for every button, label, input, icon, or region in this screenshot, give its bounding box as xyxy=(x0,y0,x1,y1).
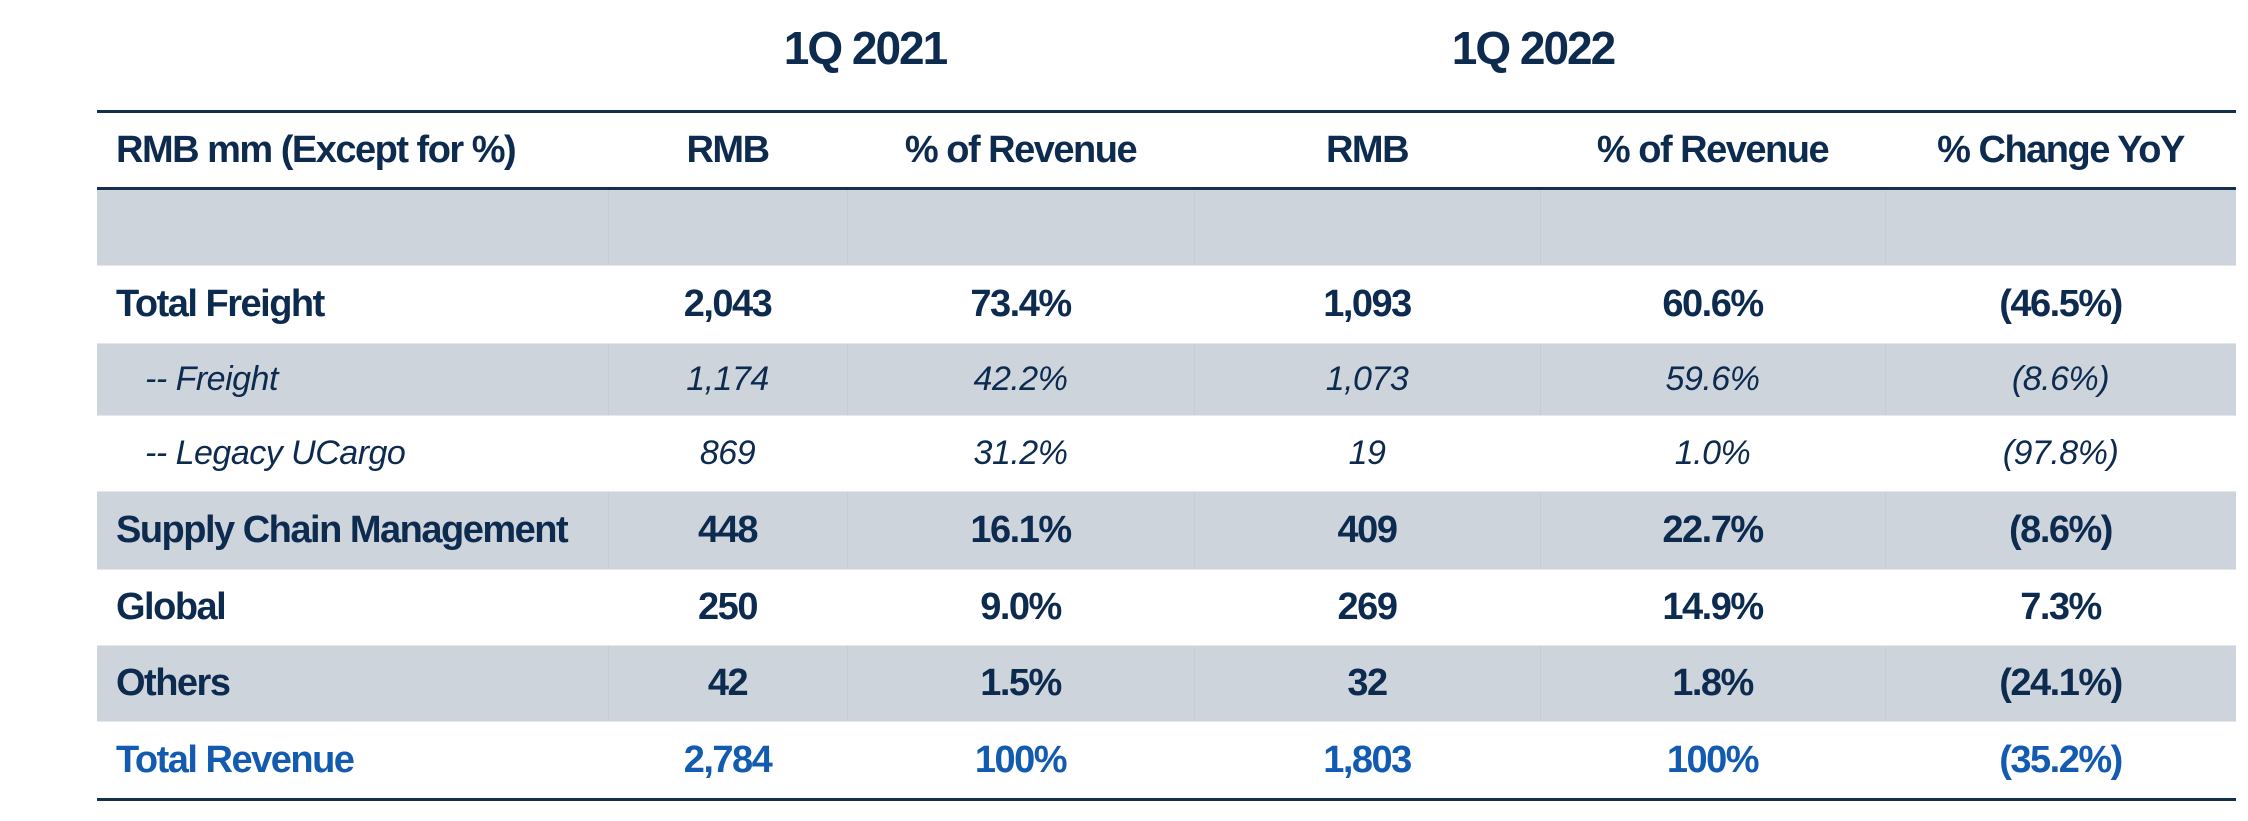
pct-revenue-2021: 31.2% xyxy=(973,434,1068,472)
bottom-rule xyxy=(97,798,2236,801)
spacer-cell xyxy=(608,190,847,265)
row-label: -- Legacy UCargo xyxy=(145,434,406,472)
pct-change-yoy: (35.2%) xyxy=(1999,738,2123,781)
top-rule xyxy=(97,110,2236,113)
row-label: Total Revenue xyxy=(116,738,355,781)
header-pct-revenue-2021: % of Revenue xyxy=(904,128,1138,171)
spacer-cell xyxy=(1194,190,1540,265)
pct-revenue-2021: 9.0% xyxy=(980,586,1062,628)
table-row-total-freight: Total Freight 2,043 73.4% 1,093 60.6% (4… xyxy=(97,266,2236,344)
table-row-global: Global 250 9.0% 269 14.9% 7.3% xyxy=(97,570,2236,646)
pct-revenue-2021: 1.5% xyxy=(847,646,1194,721)
pct-revenue-2021: 73.4% xyxy=(970,283,1072,325)
row-label: Others xyxy=(116,662,231,704)
pct-change-yoy: (8.6%) xyxy=(1885,344,2236,415)
rmb-2022: 1,073 xyxy=(1194,344,1540,415)
pct-change-yoy: (24.1%) xyxy=(1885,646,2236,721)
pct-revenue-2022: 1.0% xyxy=(1674,434,1751,472)
table-row-others: Others 42 1.5% 32 1.8% (24.1%) xyxy=(97,646,2236,722)
pct-revenue-2022: 1.8% xyxy=(1540,646,1885,721)
spacer-band xyxy=(97,190,2236,266)
pct-revenue-2021: 42.2% xyxy=(847,344,1194,415)
period-heading-1q-2022: 1Q 2022 xyxy=(1451,22,1616,74)
pct-revenue-2022: 100% xyxy=(1666,738,1760,781)
rmb-2021: 2,043 xyxy=(683,283,773,325)
header-pct-revenue-2022: % of Revenue xyxy=(1596,128,1830,171)
header-pct-change-yoy: % Change YoY xyxy=(1937,128,2185,171)
pct-revenue-2022: 22.7% xyxy=(1540,492,1885,569)
header-rmb-2021: RMB xyxy=(686,128,770,171)
rmb-2021: 2,784 xyxy=(683,738,773,781)
table-row-total-revenue: Total Revenue 2,784 100% 1,803 100% (35.… xyxy=(97,722,2236,798)
rmb-2022: 1,093 xyxy=(1323,283,1412,325)
pct-revenue-2022: 14.9% xyxy=(1662,586,1764,628)
header-rule xyxy=(97,187,2236,190)
spacer-cell xyxy=(847,190,1194,265)
pct-change-yoy: (97.8%) xyxy=(2002,434,2119,472)
rmb-2021: 42 xyxy=(608,646,847,721)
row-label: Supply Chain Management xyxy=(116,509,569,551)
rmb-2022: 19 xyxy=(1348,434,1386,472)
rmb-2021: 869 xyxy=(699,434,756,472)
pct-change-yoy: (46.5%) xyxy=(1999,283,2123,325)
pct-change-yoy: 7.3% xyxy=(2020,586,2102,628)
pct-revenue-2022: 59.6% xyxy=(1540,344,1885,415)
rmb-2021: 250 xyxy=(698,586,758,628)
header-row: RMB mm (Except for %) RMB % of Revenue R… xyxy=(97,113,2236,187)
rmb-2022: 269 xyxy=(1337,586,1398,628)
pct-revenue-2021: 16.1% xyxy=(847,492,1194,569)
spacer-cell xyxy=(97,190,608,265)
rmb-2022: 409 xyxy=(1194,492,1540,569)
pct-revenue-2021: 100% xyxy=(974,738,1068,781)
header-metric: RMB mm (Except for %) xyxy=(116,128,517,171)
spacer-cell xyxy=(1540,190,1885,265)
row-label: -- Freight xyxy=(145,360,278,398)
row-label: Total Freight xyxy=(116,283,325,325)
period-heading-1q-2021: 1Q 2021 xyxy=(783,22,948,74)
table-row-supply-chain-management: Supply Chain Management 448 16.1% 409 22… xyxy=(97,492,2236,570)
rmb-2022: 32 xyxy=(1194,646,1540,721)
row-label: Global xyxy=(116,586,227,628)
table-row-freight: -- Freight 1,174 42.2% 1,073 59.6% (8.6%… xyxy=(97,344,2236,416)
header-rmb-2022: RMB xyxy=(1325,128,1410,171)
table-row-legacy-ucargo: -- Legacy UCargo 869 31.2% 19 1.0% (97.8… xyxy=(97,416,2236,492)
revenue-breakdown-table: RMB mm (Except for %) RMB % of Revenue R… xyxy=(97,110,2236,801)
rmb-2021: 448 xyxy=(608,492,847,569)
spacer-cell xyxy=(1885,190,2236,265)
rmb-2022: 1,803 xyxy=(1323,738,1412,781)
pct-change-yoy: (8.6%) xyxy=(1885,492,2236,569)
pct-revenue-2022: 60.6% xyxy=(1662,283,1764,325)
rmb-2021: 1,174 xyxy=(608,344,847,415)
